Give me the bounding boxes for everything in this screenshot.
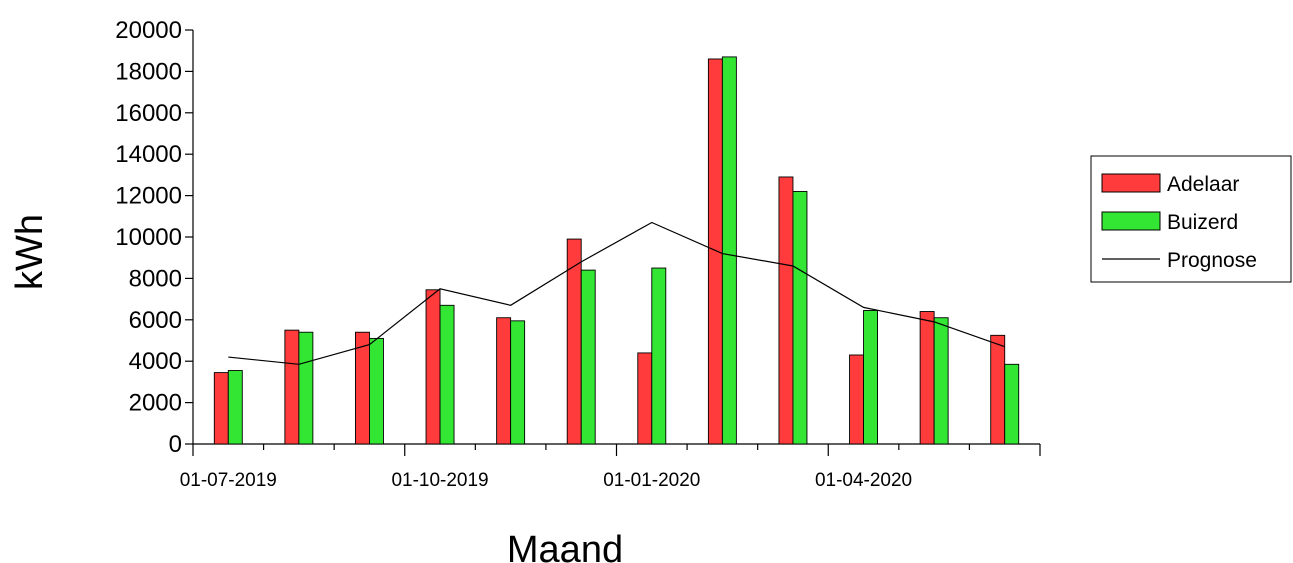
bar-adelaar	[637, 352, 653, 445]
y-tick-label: 2000	[129, 390, 182, 417]
bar-buizerd	[651, 267, 667, 445]
bar-adelaar	[778, 176, 794, 445]
line-prognose	[228, 221, 1005, 365]
bar-buizerd	[1004, 363, 1020, 445]
legend-label-buizerd: Buizerd	[1167, 211, 1238, 234]
bar-adelaar	[213, 372, 229, 445]
bar-adelaar	[496, 317, 512, 445]
legend-label-prognose: Prognose	[1167, 249, 1257, 272]
x-tick-label: 01-07-2019	[180, 470, 277, 491]
bar-adelaar	[849, 354, 864, 445]
bar-buizerd	[369, 337, 384, 445]
bar-buizerd	[863, 310, 878, 445]
y-tick-label: 20000	[115, 17, 182, 44]
bar-buizerd	[227, 370, 243, 445]
x-axis-title: Maand	[507, 529, 623, 563]
y-tick-label: 14000	[115, 141, 182, 168]
y-tick-label: 8000	[129, 265, 182, 292]
bars-group	[213, 56, 1020, 445]
bar-buizerd	[510, 320, 526, 445]
y-tick-label: 16000	[115, 100, 182, 127]
legend-swatch-buizerd	[1101, 211, 1161, 231]
y-axis: 0 2000 4000 6000 8000 10000 12000 14000 16000 180…	[115, 17, 194, 458]
bar-adelaar	[355, 331, 370, 445]
bar-buizerd	[933, 317, 949, 445]
bar-adelaar	[990, 334, 1006, 445]
bar-buizerd	[792, 191, 808, 445]
y-tick-label: 18000	[115, 58, 182, 85]
y-tick-label: 0	[169, 431, 182, 458]
prognose-line-group	[228, 221, 1005, 365]
x-tick-label: 01-04-2020	[815, 470, 912, 491]
x-axis: 01-07-2019 01-10-2019 01-01-2020 01-04-2020	[180, 443, 1041, 491]
legend-swatch-adelaar	[1101, 173, 1161, 193]
y-axis-title: kWh	[9, 214, 51, 290]
y-tick-label: 4000	[129, 348, 182, 375]
legend-label-adelaar: Adelaar	[1167, 173, 1239, 196]
y-tick-label: 6000	[129, 307, 182, 334]
x-tick-label: 01-01-2020	[603, 470, 700, 491]
bar-adelaar	[707, 58, 723, 445]
bar-adelaar	[425, 289, 441, 445]
bar-buizerd	[721, 56, 737, 445]
bar-buizerd	[580, 269, 596, 445]
bar-buizerd	[439, 304, 455, 445]
y-tick-label: 10000	[115, 224, 182, 251]
x-tick-label: 01-10-2019	[391, 470, 488, 491]
bar-adelaar	[284, 329, 300, 445]
legend: Adelaar Buizerd Prognose	[1090, 155, 1292, 283]
bar-buizerd	[298, 331, 314, 445]
bar-adelaar	[919, 311, 935, 445]
y-tick-label: 12000	[115, 183, 182, 210]
